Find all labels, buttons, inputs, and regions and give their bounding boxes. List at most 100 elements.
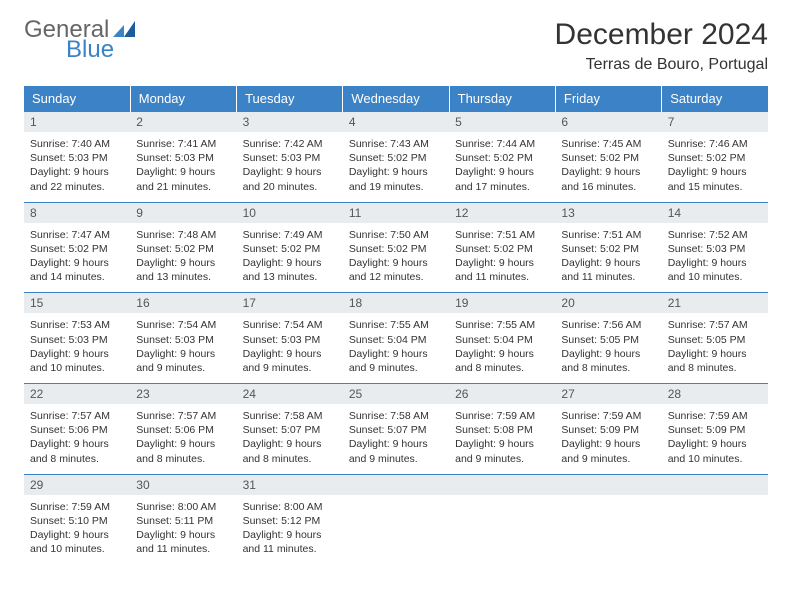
day-content: Sunrise: 7:44 AMSunset: 5:02 PMDaylight:…: [449, 133, 555, 202]
sunrise-value: 7:44 AM: [497, 138, 536, 150]
day-number: 5: [449, 112, 555, 133]
daylight-label: Daylight:: [136, 348, 177, 360]
daylight-label: Daylight:: [30, 348, 71, 360]
sunrise-label: Sunrise:: [561, 229, 600, 241]
daylight-label: Daylight:: [561, 348, 602, 360]
day-number: 17: [237, 293, 343, 314]
day-number: 7: [662, 112, 768, 133]
daylight-label: Daylight:: [30, 438, 71, 450]
daylight-label: Daylight:: [349, 257, 390, 269]
daylight-label: Daylight:: [668, 348, 709, 360]
sunset-value: 5:03 PM: [281, 152, 320, 164]
calendar-week-row: 15Sunrise: 7:53 AMSunset: 5:03 PMDayligh…: [24, 293, 768, 384]
day-content: Sunrise: 7:59 AMSunset: 5:10 PMDaylight:…: [24, 496, 130, 565]
title-block: December 2024 Terras de Bouro, Portugal: [555, 18, 768, 74]
daylight-label: Daylight:: [349, 166, 390, 178]
sunset-label: Sunset:: [349, 243, 385, 255]
daylight-label: Daylight:: [243, 529, 284, 541]
calendar-day-cell: 29Sunrise: 7:59 AMSunset: 5:10 PMDayligh…: [24, 474, 130, 564]
calendar-day-cell: 23Sunrise: 7:57 AMSunset: 5:06 PMDayligh…: [130, 384, 236, 475]
sunrise-value: 7:57 AM: [71, 410, 110, 422]
daylight-label: Daylight:: [561, 438, 602, 450]
sunrise-value: 7:41 AM: [178, 138, 217, 150]
calendar-day-cell: 24Sunrise: 7:58 AMSunset: 5:07 PMDayligh…: [237, 384, 343, 475]
calendar-day-cell: 8Sunrise: 7:47 AMSunset: 5:02 PMDaylight…: [24, 202, 130, 293]
calendar-day-cell: [343, 474, 449, 564]
calendar-day-cell: 1Sunrise: 7:40 AMSunset: 5:03 PMDaylight…: [24, 112, 130, 203]
daylight-label: Daylight:: [30, 166, 71, 178]
day-content: Sunrise: 7:43 AMSunset: 5:02 PMDaylight:…: [343, 133, 449, 202]
sunset-value: 5:08 PM: [494, 424, 533, 436]
sunset-label: Sunset:: [30, 515, 66, 527]
sunrise-value: 7:50 AM: [390, 229, 429, 241]
calendar-day-cell: 4Sunrise: 7:43 AMSunset: 5:02 PMDaylight…: [343, 112, 449, 203]
day-content: Sunrise: 7:50 AMSunset: 5:02 PMDaylight:…: [343, 224, 449, 293]
calendar-day-cell: 15Sunrise: 7:53 AMSunset: 5:03 PMDayligh…: [24, 293, 130, 384]
day-content: Sunrise: 7:48 AMSunset: 5:02 PMDaylight:…: [130, 224, 236, 293]
sunset-label: Sunset:: [455, 243, 491, 255]
sunrise-label: Sunrise:: [668, 319, 707, 331]
sunset-label: Sunset:: [243, 515, 279, 527]
day-number: 23: [130, 384, 236, 405]
day-content: Sunrise: 7:57 AMSunset: 5:05 PMDaylight:…: [662, 314, 768, 383]
sunset-value: 5:03 PM: [706, 243, 745, 255]
daylight-label: Daylight:: [136, 166, 177, 178]
sunrise-value: 7:59 AM: [709, 410, 748, 422]
calendar-day-cell: 26Sunrise: 7:59 AMSunset: 5:08 PMDayligh…: [449, 384, 555, 475]
sunset-label: Sunset:: [561, 424, 597, 436]
day-content: Sunrise: 7:54 AMSunset: 5:03 PMDaylight:…: [237, 314, 343, 383]
day-number: 28: [662, 384, 768, 405]
sunset-value: 5:04 PM: [387, 334, 426, 346]
calendar-day-cell: 19Sunrise: 7:55 AMSunset: 5:04 PMDayligh…: [449, 293, 555, 384]
day-number: 2: [130, 112, 236, 133]
sunrise-label: Sunrise:: [136, 138, 175, 150]
day-number: 25: [343, 384, 449, 405]
day-content-empty: [449, 496, 555, 558]
sunrise-label: Sunrise:: [136, 501, 175, 513]
day-content: Sunrise: 7:47 AMSunset: 5:02 PMDaylight:…: [24, 224, 130, 293]
sunset-label: Sunset:: [455, 424, 491, 436]
day-number: 16: [130, 293, 236, 314]
day-content-empty: [343, 496, 449, 558]
location-label: Terras de Bouro, Portugal: [555, 56, 768, 74]
sunset-value: 5:02 PM: [281, 243, 320, 255]
day-number: 4: [343, 112, 449, 133]
day-number: 15: [24, 293, 130, 314]
calendar-week-row: 1Sunrise: 7:40 AMSunset: 5:03 PMDaylight…: [24, 112, 768, 203]
calendar-week-row: 29 Sunrise: 7:59 AM Sunset: 5:10 PM Dayligh…: [24, 474, 768, 564]
daylight-label: Daylight:: [668, 166, 709, 178]
sunrise-label: Sunrise:: [455, 319, 494, 331]
sunrise-label: Sunrise:: [349, 138, 388, 150]
calendar-day-cell: 22Sunrise: 7:57 AMSunset: 5:06 PMDayligh…: [24, 384, 130, 475]
sunset-label: Sunset:: [243, 424, 279, 436]
day-number: 29: [24, 475, 130, 496]
calendar-day-cell: 6Sunrise: 7:45 AMSunset: 5:02 PMDaylight…: [555, 112, 661, 203]
sunrise-value: 7:57 AM: [178, 410, 217, 422]
sunset-value: 5:04 PM: [494, 334, 533, 346]
daylight-label: Daylight:: [243, 348, 284, 360]
daylight-label: Daylight:: [243, 166, 284, 178]
sunset-label: Sunset:: [243, 334, 279, 346]
sunset-label: Sunset:: [136, 152, 172, 164]
day-number: 1: [24, 112, 130, 133]
day-content: Sunrise: 8:00 AMSunset: 5:11 PMDaylight:…: [130, 496, 236, 565]
sunset-label: Sunset:: [136, 515, 172, 527]
sunrise-label: Sunrise:: [30, 501, 69, 513]
weekday-header: Saturday: [662, 86, 768, 112]
sunset-label: Sunset:: [561, 334, 597, 346]
day-number: 27: [555, 384, 661, 405]
calendar-day-cell: 17Sunrise: 7:54 AMSunset: 5:03 PMDayligh…: [237, 293, 343, 384]
sunrise-value: 7:43 AM: [390, 138, 429, 150]
sunset-value: 5:02 PM: [706, 152, 745, 164]
calendar-day-cell: 30Sunrise: 8:00 AMSunset: 5:11 PMDayligh…: [130, 474, 236, 564]
day-number: 12: [449, 203, 555, 224]
day-number: 20: [555, 293, 661, 314]
day-content: Sunrise: 7:49 AMSunset: 5:02 PMDaylight:…: [237, 224, 343, 293]
calendar-day-cell: 12Sunrise: 7:51 AMSunset: 5:02 PMDayligh…: [449, 202, 555, 293]
sunset-value: 5:10 PM: [69, 515, 108, 527]
sunrise-value: 7:59 AM: [71, 501, 110, 513]
calendar-day-cell: 13Sunrise: 7:51 AMSunset: 5:02 PMDayligh…: [555, 202, 661, 293]
sunset-value: 5:12 PM: [281, 515, 320, 527]
sunrise-value: 8:00 AM: [284, 501, 323, 513]
sunrise-label: Sunrise:: [561, 410, 600, 422]
